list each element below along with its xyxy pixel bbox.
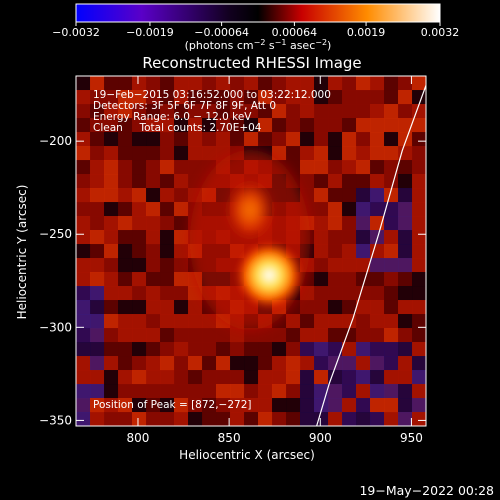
colorbar-tick-label: −0.0019	[126, 26, 174, 39]
colorbar-unit: (photons cm−2 s−1 asec−2)	[185, 38, 332, 52]
colorbar-tick-label: −0.00064	[194, 26, 249, 39]
y-axis-ticks: −200 −250 −300 −350	[39, 134, 426, 427]
y-tick-label: −350	[39, 413, 72, 427]
colorbar	[75, 3, 441, 23]
heatmap-image	[76, 76, 426, 426]
footer-date: 19−May−2022 00:28	[359, 483, 494, 498]
colorbar-ticks: −0.0032 −0.0019 −0.00064 0.00064 0.0019 0.003…	[52, 22, 459, 39]
x-tick-label: 800	[127, 431, 150, 445]
y-axis-title: Heliocentric Y (arcsec)	[15, 185, 29, 320]
y-tick-label: −300	[39, 320, 72, 334]
peak-source	[235, 241, 304, 310]
x-tick-label: 950	[400, 431, 423, 445]
colorbar-tick-label: −0.0032	[52, 26, 100, 39]
x-axis-title: Heliocentric X (arcsec)	[179, 448, 315, 462]
x-axis-ticks: 800 850 900 950	[127, 76, 423, 445]
y-tick-label: −250	[39, 227, 72, 241]
peak-position-label: Position of Peak = [872,−272]	[93, 399, 252, 411]
x-tick-label: 850	[218, 431, 241, 445]
colorbar-tick-label: 0.0019	[347, 26, 386, 39]
annotation-clean: Clean Total counts: 2.70E+04	[93, 122, 262, 134]
plot-frame	[75, 75, 427, 427]
x-tick-label: 900	[309, 431, 332, 445]
colorbar-tick-label: 0.00064	[272, 26, 318, 39]
annotation-detectors: Detectors: 3F 5F 6F 7F 8F 9F, Att 0	[93, 100, 276, 112]
colorbar-tick-label: 0.0032	[421, 26, 460, 39]
annotation-energy: Energy Range: 6.0 − 12.0 keV	[93, 111, 252, 123]
y-tick-label: −200	[39, 134, 72, 148]
annotation-time: 19−Feb−2015 03:16:52.000 to 03:22:12.000	[93, 89, 331, 101]
chart-title: Reconstructed RHESSI Image	[142, 54, 361, 72]
solar-limb	[316, 85, 426, 426]
